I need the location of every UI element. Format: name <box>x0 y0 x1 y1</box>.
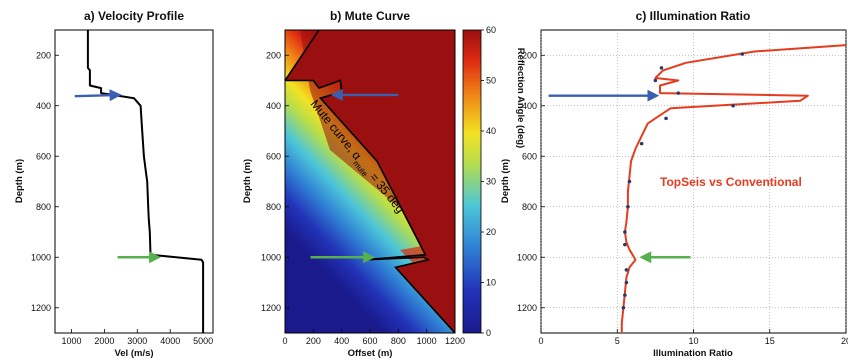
data-point <box>676 91 681 95</box>
xtick-label: 0 <box>282 336 287 346</box>
xtick-label: 800 <box>391 336 406 346</box>
mute-curve-line <box>285 30 455 333</box>
xtick-label: 400 <box>334 336 349 346</box>
ytick-label: 1000 <box>261 252 281 262</box>
colorbar <box>462 29 482 334</box>
panel-b-xlabel: Offset (m) <box>348 348 393 359</box>
panel-a-ylabel: Depth (m) <box>14 159 25 203</box>
panel-c-ticks: 200 400 600 800 1000 1200 0 5 10 15 20 <box>517 50 848 346</box>
xtick-label: 1200 <box>445 336 465 346</box>
panel-a-title: a) Velocity Profile <box>84 9 184 23</box>
colorbar-ticks: 0 10 20 30 40 50 60 <box>481 25 496 338</box>
ytick-label: 400 <box>266 101 281 111</box>
data-point <box>624 268 629 272</box>
panel-a-xlabel: Vel (m/s) <box>114 348 153 359</box>
panel-c-xlabel: Illumination Ratio <box>653 348 733 359</box>
panel-velocity-profile: a) Velocity Profile 200 400 600 800 1000 1200… <box>14 9 214 359</box>
panel-c-arrows <box>548 89 691 264</box>
colorbar-tick-label: 40 <box>486 126 496 136</box>
ytick-label: 1200 <box>517 303 537 313</box>
series-line <box>620 44 846 333</box>
series-line <box>86 30 205 333</box>
colorbar-tick-label: 60 <box>486 25 496 35</box>
ytick-label: 800 <box>36 202 51 212</box>
ytick-label: 600 <box>266 151 281 161</box>
colorbar-label: Reflection Angle (deg) <box>515 48 526 148</box>
legend-text: TopSeis vs Conventional <box>660 175 802 189</box>
colorbar-tick-label: 0 <box>486 328 491 338</box>
data-point <box>664 116 668 121</box>
xtick-label: 10 <box>688 336 698 346</box>
panel-illumination-ratio: c) Illumination Ratio 200400600800100012… <box>500 9 848 359</box>
panel-a-ticks: 200 400 600 800 1000 1200 1000 2000 3000 4000 5000 <box>31 50 213 346</box>
xtick-label: 3000 <box>127 336 147 346</box>
data-point <box>653 78 658 83</box>
colorbar-tick-label: 30 <box>486 177 496 187</box>
data-point <box>624 280 629 285</box>
heatmap <box>285 30 455 333</box>
panel-b-ylabel: Depth (m) <box>242 159 253 203</box>
xtick-label: 600 <box>362 336 377 346</box>
ytick-label: 800 <box>266 202 281 212</box>
xtick-label: 4000 <box>160 336 180 346</box>
xtick-label: 1000 <box>61 336 81 346</box>
xtick-label: 0 <box>538 336 543 346</box>
panel-a-series <box>86 30 205 333</box>
panel-a-arrows <box>74 89 162 264</box>
panel-c-grid <box>540 30 847 333</box>
xtick-label: 20 <box>841 336 848 346</box>
data-point <box>623 230 627 234</box>
ytick-label: 400 <box>36 101 51 111</box>
ytick-label: 1000 <box>517 252 537 262</box>
colorbar-tick-label: 20 <box>486 227 496 237</box>
ytick-label: 1200 <box>261 303 281 313</box>
data-point <box>731 103 735 108</box>
ytick-label: 200 <box>266 50 281 60</box>
panel-c-series <box>620 44 846 333</box>
blue-arrow-icon <box>74 89 122 102</box>
data-point <box>626 204 630 209</box>
xtick-label: 5 <box>615 336 620 346</box>
panel-b-arrows <box>310 88 399 264</box>
ytick-label: 1200 <box>31 303 51 313</box>
xtick-label: 2000 <box>94 336 114 346</box>
panel-b-title: b) Mute Curve <box>330 9 410 23</box>
ytick-label: 200 <box>36 50 51 60</box>
ytick-label: 200 <box>522 50 537 60</box>
panel-c-ylabel: Depth (m) <box>500 159 511 203</box>
panel-c-title: c) Illumination Ratio <box>636 9 751 23</box>
ytick-label: 800 <box>522 202 537 212</box>
xtick-label: 1000 <box>417 336 437 346</box>
data-point <box>623 242 627 247</box>
xtick-label: 5000 <box>193 336 213 346</box>
xtick-label: 200 <box>306 336 321 346</box>
data-point <box>659 66 664 70</box>
data-point <box>740 52 745 56</box>
ytick-label: 400 <box>522 101 537 111</box>
colorbar-tick-label: 10 <box>486 278 496 288</box>
ytick-label: 600 <box>522 151 537 161</box>
ytick-label: 600 <box>36 151 51 161</box>
panel-b-ticks: 200 400 600 800 1000 1200 0 200 400 600 800 1000 120… <box>261 50 465 346</box>
ytick-label: 1000 <box>31 252 51 262</box>
data-point <box>621 305 626 310</box>
xtick-label: 15 <box>765 336 775 346</box>
data-point <box>623 293 627 297</box>
data-point <box>627 179 632 184</box>
data-point <box>639 141 644 146</box>
colorbar-tick-label: 50 <box>486 76 496 86</box>
panel-a-frame <box>54 29 214 334</box>
